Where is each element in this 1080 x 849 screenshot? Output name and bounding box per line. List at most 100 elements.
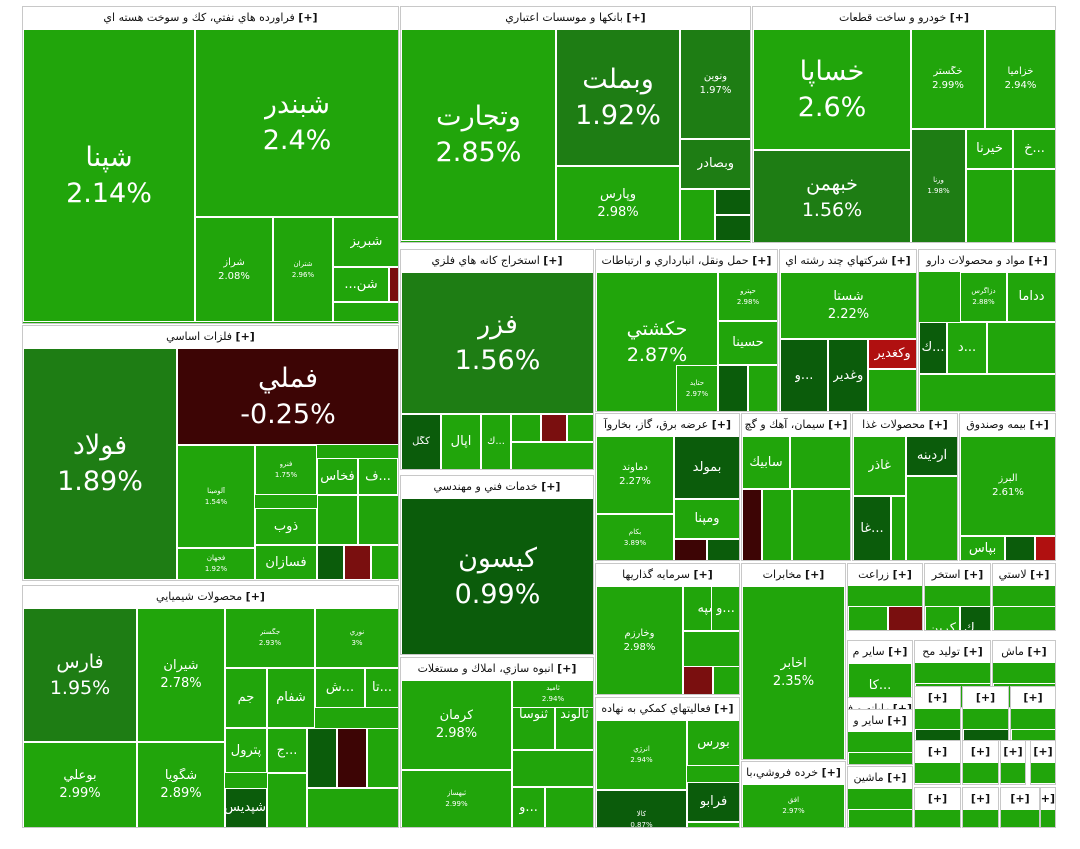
- sector-20[interactable]: [+] لاستي: [992, 563, 1056, 631]
- stock-tile[interactable]: فزر 1.56%: [401, 272, 593, 414]
- stock-tile[interactable]: شراز 2.08%: [195, 217, 273, 322]
- stock-tile[interactable]: شبريز: [333, 217, 398, 267]
- stock-cell[interactable]: [333, 302, 398, 322]
- stock-tile[interactable]: سابيك: [742, 436, 790, 489]
- sector-25[interactable]: [+] ساير و: [847, 709, 913, 765]
- stock-cell[interactable]: [792, 489, 850, 560]
- stock-tile[interactable]: ...و: [780, 339, 828, 411]
- stock-tile[interactable]: شفام: [267, 668, 315, 728]
- stock-cell[interactable]: [389, 267, 398, 302]
- stock-cell[interactable]: [762, 489, 792, 560]
- sector-5[interactable]: [+] خدمات فني و مهندسي كيسون 0.99%: [400, 475, 594, 655]
- stock-tile[interactable]: شپديس: [225, 788, 267, 827]
- stock-tile[interactable]: جم: [225, 668, 267, 728]
- stock-tile[interactable]: ...ف: [358, 458, 398, 495]
- sector-33[interactable]: [+]: [1000, 740, 1026, 785]
- sector-14[interactable]: [+] انبوه سازي، املاك و مستغلات كرمان 2.98…: [400, 657, 594, 828]
- expand-button[interactable]: [+]: [891, 254, 911, 267]
- stock-cell[interactable]: [1011, 729, 1055, 740]
- stock-cell[interactable]: [891, 496, 906, 560]
- sector-19[interactable]: [+] استخر كربن ...ك: [924, 563, 991, 631]
- stock-tile[interactable]: شپنا 2.14%: [23, 29, 195, 322]
- stock-cell[interactable]: [307, 788, 398, 827]
- sector-37[interactable]: [+]: [1000, 787, 1040, 828]
- stock-cell[interactable]: [888, 606, 922, 630]
- expand-button[interactable]: [+]: [1041, 792, 1055, 805]
- stock-tile[interactable]: ونوين 1.97%: [680, 29, 750, 139]
- sector-32[interactable]: [+]: [962, 740, 999, 785]
- stock-tile[interactable]: وكغدير: [868, 339, 916, 369]
- stock-tile[interactable]: البرز 2.61%: [960, 436, 1055, 536]
- stock-tile[interactable]: وغدير: [828, 339, 868, 411]
- expand-button[interactable]: [+]: [1010, 792, 1030, 805]
- stock-cell[interactable]: [344, 545, 371, 580]
- stock-tile[interactable]: دداما: [1007, 272, 1055, 322]
- expand-button[interactable]: [+]: [963, 568, 984, 581]
- stock-cell[interactable]: [987, 322, 1055, 374]
- stock-tile[interactable]: شبندر 2.4%: [195, 29, 398, 217]
- stock-cell[interactable]: [267, 773, 307, 827]
- expand-button[interactable]: [+]: [1027, 645, 1047, 658]
- stock-tile[interactable]: اپال: [441, 414, 481, 469]
- expand-button[interactable]: [+]: [970, 792, 991, 805]
- sector-18[interactable]: [+] زراعت: [847, 563, 923, 631]
- stock-tile[interactable]: كرمان 2.98%: [401, 680, 512, 770]
- stock-cell[interactable]: [715, 189, 750, 215]
- expand-button[interactable]: [+]: [963, 645, 983, 658]
- stock-tile[interactable]: وخارزم 2.98%: [596, 586, 683, 694]
- expand-button[interactable]: [+]: [928, 418, 948, 431]
- stock-tile[interactable]: ورنا 1.98%: [911, 129, 966, 242]
- stock-tile[interactable]: حپترو 2.98%: [718, 272, 777, 321]
- stock-tile[interactable]: ثاميد 2.94%: [512, 680, 593, 708]
- expand-button[interactable]: [+]: [245, 590, 265, 603]
- sector-1[interactable]: [+] بانكها و موسسات اعتباري وتجارت 2.85% وب…: [400, 6, 751, 243]
- sector-12[interactable]: [+] بيمه وصندوق البرز 2.61% بپاس: [959, 413, 1056, 561]
- sector-8[interactable]: [+] مواد و محصولات دارو دداما دزاگرس 2.88%.…: [918, 249, 1056, 412]
- stock-tile[interactable]: فرابو: [687, 782, 739, 822]
- stock-cell[interactable]: [868, 369, 916, 411]
- sector-29[interactable]: [+]: [962, 686, 1009, 741]
- stock-tile[interactable]: خساپا 2.6%: [753, 29, 911, 150]
- sector-0[interactable]: [+] فراورده هاي نفتي، كك و سوخت هسته اي ش…: [22, 6, 399, 324]
- sector-27[interactable]: [+] ماشين: [847, 766, 913, 828]
- sector-9[interactable]: [+] عرضه برق، گاز، بخاروآ بمولد دماوند 2.27…: [595, 413, 740, 561]
- stock-tile[interactable]: ...د: [947, 322, 987, 374]
- stock-cell[interactable]: [963, 729, 1008, 740]
- stock-tile[interactable]: ...غا: [853, 496, 891, 560]
- stock-cell[interactable]: [966, 169, 1013, 242]
- stock-tile[interactable]: انرژي 2.94%: [596, 720, 687, 790]
- sector-10[interactable]: [+] سيمان، آهك و گچ سابيك: [741, 413, 851, 561]
- expand-button[interactable]: [+]: [821, 766, 841, 779]
- stock-tile[interactable]: وپارس 2.98%: [556, 166, 680, 241]
- stock-cell[interactable]: [541, 414, 567, 442]
- expand-button[interactable]: [+]: [1003, 745, 1023, 758]
- expand-button[interactable]: [+]: [970, 745, 991, 758]
- stock-tile[interactable]: ...ك: [919, 322, 947, 374]
- stock-tile[interactable]: وتجارت 2.85%: [401, 29, 556, 241]
- stock-cell[interactable]: [511, 442, 593, 469]
- stock-cell[interactable]: [367, 728, 398, 788]
- sector-38[interactable]: [+]: [1040, 787, 1056, 828]
- expand-button[interactable]: [+]: [805, 568, 825, 581]
- stock-tile[interactable]: جگستر 2.93%: [225, 608, 315, 668]
- stock-cell[interactable]: [919, 374, 1055, 411]
- stock-cell[interactable]: [687, 822, 739, 827]
- stock-tile[interactable]: ...ك: [960, 606, 990, 630]
- stock-cell[interactable]: [317, 545, 344, 580]
- expand-button[interactable]: [+]: [1029, 418, 1049, 431]
- stock-tile[interactable]: ثبهساز 2.99%: [401, 770, 512, 827]
- expand-button[interactable]: [+]: [298, 11, 318, 24]
- stock-cell[interactable]: [915, 783, 960, 784]
- stock-tile[interactable]: حكشتي 2.87%: [596, 272, 718, 411]
- stock-cell[interactable]: [906, 476, 957, 560]
- expand-button[interactable]: [+]: [975, 691, 996, 704]
- expand-button[interactable]: [+]: [1030, 568, 1050, 581]
- expand-button[interactable]: [+]: [892, 568, 912, 581]
- sector-36[interactable]: [+]: [962, 787, 999, 828]
- stock-tile[interactable]: ...ش: [315, 668, 365, 708]
- expand-button[interactable]: [+]: [693, 568, 713, 581]
- stock-tile[interactable]: ...تا: [365, 668, 398, 708]
- stock-tile[interactable]: فنرو 1.75%: [255, 445, 317, 495]
- stock-cell[interactable]: [1035, 536, 1055, 560]
- expand-button[interactable]: [+]: [927, 792, 948, 805]
